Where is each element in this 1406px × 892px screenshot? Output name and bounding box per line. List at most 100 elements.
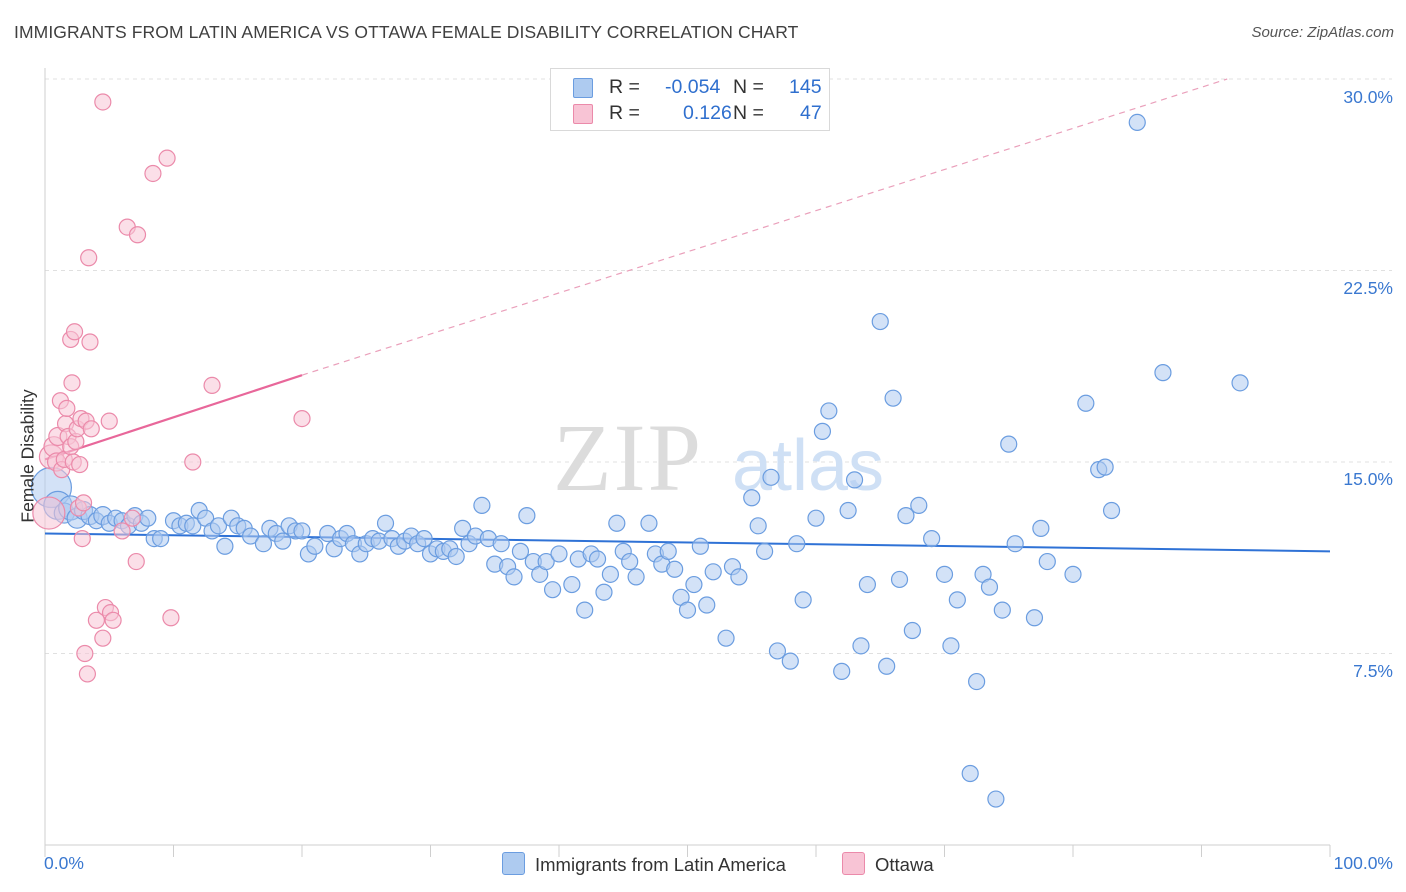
- data-point-ottawa: [78, 665, 97, 683]
- data-point-latin-america: [595, 583, 613, 601]
- data-point-latin-america: [942, 637, 960, 655]
- data-point-latin-america: [961, 764, 979, 783]
- data-point-latin-america: [788, 535, 806, 553]
- data-point-ottawa: [87, 611, 106, 629]
- data-point-latin-america: [762, 468, 780, 486]
- data-point-latin-america: [781, 652, 799, 670]
- data-point-latin-america: [1231, 374, 1249, 392]
- x-tick-label-max: 100.0%: [1333, 853, 1393, 873]
- data-point-latin-america: [968, 672, 986, 691]
- data-point-latin-america: [454, 519, 472, 537]
- data-point-latin-america: [588, 550, 607, 568]
- trend-line-ottawa: [44, 374, 303, 461]
- data-point-latin-america: [621, 552, 639, 571]
- data-point-latin-america: [704, 563, 722, 581]
- data-point-latin-america: [807, 509, 825, 527]
- data-point-latin-america: [871, 312, 889, 331]
- data-point-latin-america: [1025, 609, 1044, 627]
- data-point-latin-america: [852, 637, 870, 655]
- data-point-ottawa: [104, 611, 122, 629]
- data-point-ottawa: [144, 164, 162, 183]
- data-point-latin-america: [897, 507, 915, 525]
- data-point-latin-america: [659, 542, 677, 560]
- data-point-ottawa: [32, 496, 66, 530]
- data-point-ottawa: [71, 455, 89, 474]
- data-point-latin-america: [543, 581, 562, 599]
- data-point-latin-america: [473, 496, 491, 515]
- data-point-latin-america: [608, 514, 626, 532]
- legend-n-label: N =: [733, 102, 764, 124]
- watermark-zip: ZIP: [553, 404, 703, 511]
- data-point-ottawa: [58, 399, 76, 417]
- legend-label: Immigrants from Latin America: [535, 854, 786, 875]
- data-point-latin-america: [415, 529, 433, 548]
- series-latin-america: [30, 113, 1249, 808]
- data-point-latin-america: [376, 514, 395, 532]
- y-tick-label: 30.0%: [1343, 87, 1393, 107]
- y-axis-title: Female Disability: [17, 389, 38, 523]
- data-point-latin-america: [1038, 552, 1056, 571]
- data-point-latin-america: [627, 568, 645, 586]
- legend-swatch-pink: [573, 104, 593, 124]
- gridlines: [45, 78, 1392, 654]
- data-point-latin-america: [935, 565, 954, 583]
- data-point-latin-america: [505, 568, 523, 586]
- legend-n-value: 145: [789, 76, 822, 98]
- data-point-latin-america: [813, 422, 832, 440]
- legend-n-value: 47: [800, 102, 822, 124]
- legend-swatch-blue: [573, 78, 593, 98]
- trend-line-latin-america: [44, 532, 1331, 553]
- data-point-latin-america: [768, 642, 787, 660]
- data-point-latin-america: [576, 601, 594, 619]
- data-point-ottawa: [158, 149, 176, 167]
- data-point-latin-america: [858, 575, 877, 594]
- series-ottawa: [32, 93, 311, 683]
- data-point-latin-america: [152, 529, 170, 548]
- legend-swatch-blue: [502, 852, 525, 875]
- data-point-latin-america: [698, 596, 716, 614]
- data-point-latin-america: [910, 496, 928, 515]
- data-point-latin-america: [640, 514, 658, 532]
- legend-swatch-pink: [842, 852, 865, 875]
- data-point-latin-america: [839, 501, 857, 520]
- data-point-latin-america: [993, 601, 1011, 619]
- data-point-latin-america: [980, 578, 999, 596]
- data-point-latin-america: [820, 402, 838, 420]
- legend-r-value: 0.126: [683, 102, 732, 124]
- data-point-ottawa: [100, 412, 118, 430]
- data-point-latin-america: [890, 570, 909, 589]
- data-point-ottawa: [80, 249, 98, 267]
- data-point-ottawa: [293, 409, 311, 428]
- data-point-latin-america: [306, 537, 324, 555]
- legend-r-label: R =: [609, 102, 640, 124]
- data-point-latin-america: [833, 662, 851, 680]
- data-point-ottawa: [113, 522, 131, 540]
- data-point-latin-america: [1000, 435, 1018, 453]
- data-point-latin-america: [209, 517, 228, 535]
- data-point-ottawa: [127, 552, 145, 571]
- data-point-ottawa: [123, 509, 141, 527]
- bottom-legend-latin-america: Immigrants from Latin America: [502, 852, 786, 876]
- y-tick-label: 7.5%: [1353, 661, 1393, 681]
- data-point-latin-america: [987, 790, 1005, 808]
- data-point-latin-america: [216, 537, 234, 555]
- data-point-latin-america: [1077, 394, 1095, 412]
- data-point-ottawa: [94, 93, 112, 111]
- data-point-latin-america: [678, 601, 697, 619]
- data-point-latin-america: [1096, 458, 1114, 476]
- trend-line-ottawa-extrapolated: [301, 78, 1228, 376]
- data-point-latin-america: [293, 522, 311, 540]
- data-point-latin-america: [685, 575, 703, 594]
- data-point-latin-america: [730, 568, 748, 586]
- data-point-latin-america: [903, 621, 921, 640]
- data-point-latin-america: [884, 389, 902, 407]
- chart-title: IMMIGRANTS FROM LATIN AMERICA VS OTTAWA …: [14, 22, 799, 42]
- data-point-latin-america: [537, 552, 555, 571]
- data-point-latin-america: [511, 542, 530, 560]
- data-point-latin-america: [948, 591, 966, 609]
- data-point-latin-america: [755, 542, 774, 560]
- data-point-latin-america: [1064, 565, 1082, 583]
- data-point-ottawa: [76, 644, 94, 663]
- data-point-latin-america: [492, 535, 510, 553]
